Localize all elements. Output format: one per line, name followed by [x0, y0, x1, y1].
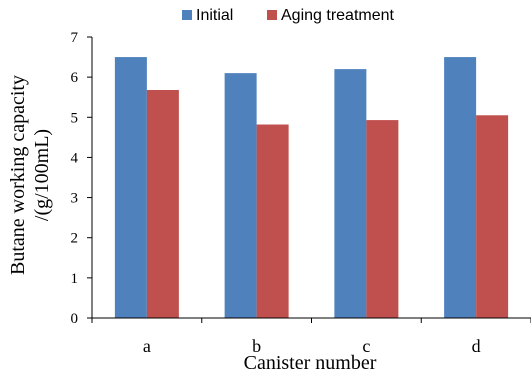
legend-swatch-initial [182, 10, 192, 20]
y-axis-title-line-2: /(g/100mL) [31, 129, 53, 221]
legend-label-initial: Initial [196, 7, 233, 24]
x-tick-label-b: b [252, 336, 261, 356]
x-axis-title: Canister number [244, 352, 377, 373]
y-tick-label: 0 [71, 311, 79, 327]
bar-aging-d [476, 115, 509, 319]
x-tick-label-a: a [143, 336, 151, 356]
legend-swatch-aging [267, 10, 277, 20]
bar-aging-a [146, 89, 179, 318]
y-tick-label: 3 [71, 191, 79, 207]
bar-initial-b [224, 73, 257, 318]
x-tick-label-d: d [472, 336, 481, 356]
bar-aging-c [366, 120, 399, 319]
legend-label-aging: Aging treatment [281, 7, 395, 24]
bar-initial-d [444, 57, 477, 318]
bar-aging-b [256, 124, 289, 318]
plot-area: a b c d 0 1 2 3 4 5 6 7 [71, 30, 531, 356]
legend: Initial Aging treatment [182, 7, 395, 24]
bar-initial-c [334, 69, 367, 318]
y-axis-title-line-1: Butane working capacity [7, 75, 29, 275]
y-tick-label: 2 [71, 231, 79, 247]
bar-initial-a [114, 57, 147, 318]
y-tick-label: 5 [71, 110, 79, 126]
y-tick-label: 6 [71, 70, 79, 86]
y-tick-label: 7 [71, 30, 79, 46]
x-tick-label-c: c [362, 336, 370, 356]
y-axis-title: Butane working capacity /(g/100mL) [7, 75, 53, 275]
y-tick-label: 4 [71, 150, 79, 166]
y-tick-label: 1 [71, 271, 79, 287]
